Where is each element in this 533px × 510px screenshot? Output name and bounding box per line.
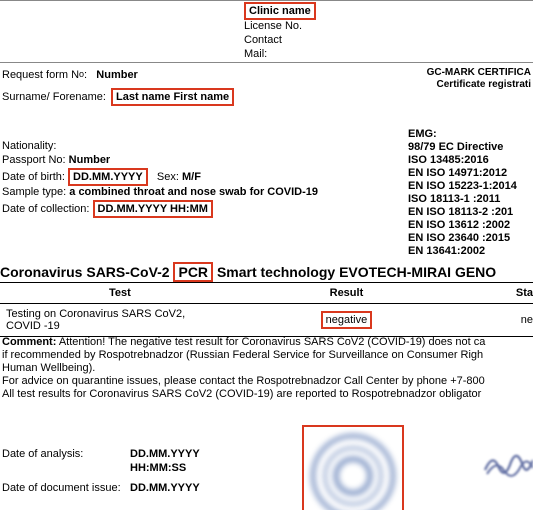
standards-item: EN ISO 13612 :2002 xyxy=(408,219,517,232)
results-table: Test Result Sta Testing on Coronavirus S… xyxy=(0,282,533,337)
clinic-name: Clinic name xyxy=(244,2,316,20)
request-form-label-suffix: : xyxy=(84,69,87,81)
request-form-label-prefix: Request form N xyxy=(2,69,79,81)
license-no-label: License No. xyxy=(244,20,302,32)
standards-block: EMG: 98/79 EC Directive ISO 13485:2016 E… xyxy=(408,128,517,258)
name-line: Surname/ Forename: Last name First name xyxy=(2,88,234,106)
analysis-label: Date of analysis: xyxy=(2,448,83,460)
standards-item: EN ISO 23640 :2015 xyxy=(408,232,517,245)
standards-item: ISO 13485:2016 xyxy=(408,154,517,167)
comment-line4: For advice on quarantine issues, please … xyxy=(2,375,485,387)
comment-line3: Human Wellbeing). xyxy=(2,362,95,374)
results-test-cell: Testing on Coronavirus SARS CoV2, COVID … xyxy=(0,304,240,337)
standards-item: ISO 18113-1 :2011 xyxy=(408,193,517,206)
standards-item: 98/79 EC Directive xyxy=(408,141,517,154)
mail-label: Mail: xyxy=(244,48,267,60)
name-label: Surname/ Forename: xyxy=(2,91,106,103)
comment-line5: All test results for Coronavirus SARS Co… xyxy=(2,388,481,400)
sample-value: a combined throat and nose swab for COVI… xyxy=(69,186,318,198)
standards-emg: EMG: xyxy=(408,128,517,141)
results-col-test: Test xyxy=(0,283,240,304)
comment-block: Comment: Attention! The negative test re… xyxy=(2,336,533,401)
results-status-cell: ne xyxy=(453,304,533,337)
standards-item: EN ISO 18113-2 :201 xyxy=(408,206,517,219)
results-result-value: negative xyxy=(321,311,373,329)
dob-value: DD.MM.YYYY xyxy=(68,168,148,186)
collect-value: DD.MM.YYYY HH:MM xyxy=(93,200,213,218)
dob-line: Date of birth: DD.MM.YYYY Sex: M/F xyxy=(2,168,201,186)
sample-label: Sample type: xyxy=(2,186,66,198)
name-value: Last name First name xyxy=(111,88,234,106)
sample-line: Sample type: a combined throat and nose … xyxy=(2,186,318,198)
signature xyxy=(483,448,533,481)
results-test-line1: Testing on Coronavirus SARS CoV2, xyxy=(6,308,185,320)
title-pcr: PCR xyxy=(173,262,213,282)
results-col-result: Result xyxy=(240,283,453,304)
results-col-status: Sta xyxy=(453,283,533,304)
standards-item: EN ISO 14971:2012 xyxy=(408,167,517,180)
cert-label-1: GC-MARK CERTIFICA xyxy=(427,67,531,78)
stamp-icon xyxy=(310,433,396,510)
main-title: Coronavirus SARS-CoV-2 PCR Smart technol… xyxy=(0,262,496,282)
nationality-label: Nationality: xyxy=(2,140,56,152)
issue-label: Date of document issue: xyxy=(2,482,121,494)
analysis-date: DD.MM.YYYY xyxy=(130,448,200,460)
standards-item: EN 13641:2002 xyxy=(408,245,517,258)
contact-label: Contact xyxy=(244,34,282,46)
standards-item: EN ISO 15223-1:2014 xyxy=(408,180,517,193)
passport-line: Passport No: Number xyxy=(2,154,110,166)
collect-line: Date of collection: DD.MM.YYYY HH:MM xyxy=(2,200,213,218)
comment-line2: if recommended by Rospotrebnadzor (Russi… xyxy=(2,349,483,361)
sex-value: M/F xyxy=(182,171,201,183)
passport-label: Passport No: xyxy=(2,154,66,166)
title-suffix: Smart technology EVOTECH-MIRAI GENO xyxy=(217,264,496,280)
results-test-line2: COVID -19 xyxy=(6,320,60,332)
comment-label: Comment: xyxy=(2,336,56,348)
results-result-cell: negative xyxy=(240,304,453,337)
collect-label: Date of collection: xyxy=(2,203,89,215)
title-prefix: Coronavirus SARS-CoV-2 xyxy=(0,264,170,280)
comment-line1: Attention! The negative test result for … xyxy=(59,336,486,348)
dob-label: Date of birth: xyxy=(2,171,65,183)
passport-value: Number xyxy=(69,154,111,166)
sex-label: Sex: xyxy=(157,171,179,183)
request-form-line: Request form No: Number xyxy=(2,69,138,81)
analysis-time: HH:MM:SS xyxy=(130,462,186,474)
signature-icon xyxy=(483,448,533,478)
stamp-box xyxy=(302,425,404,510)
request-form-number: Number xyxy=(96,69,138,81)
cert-label-2: Certificate registrati xyxy=(437,79,531,90)
issue-date: DD.MM.YYYY xyxy=(130,482,200,494)
